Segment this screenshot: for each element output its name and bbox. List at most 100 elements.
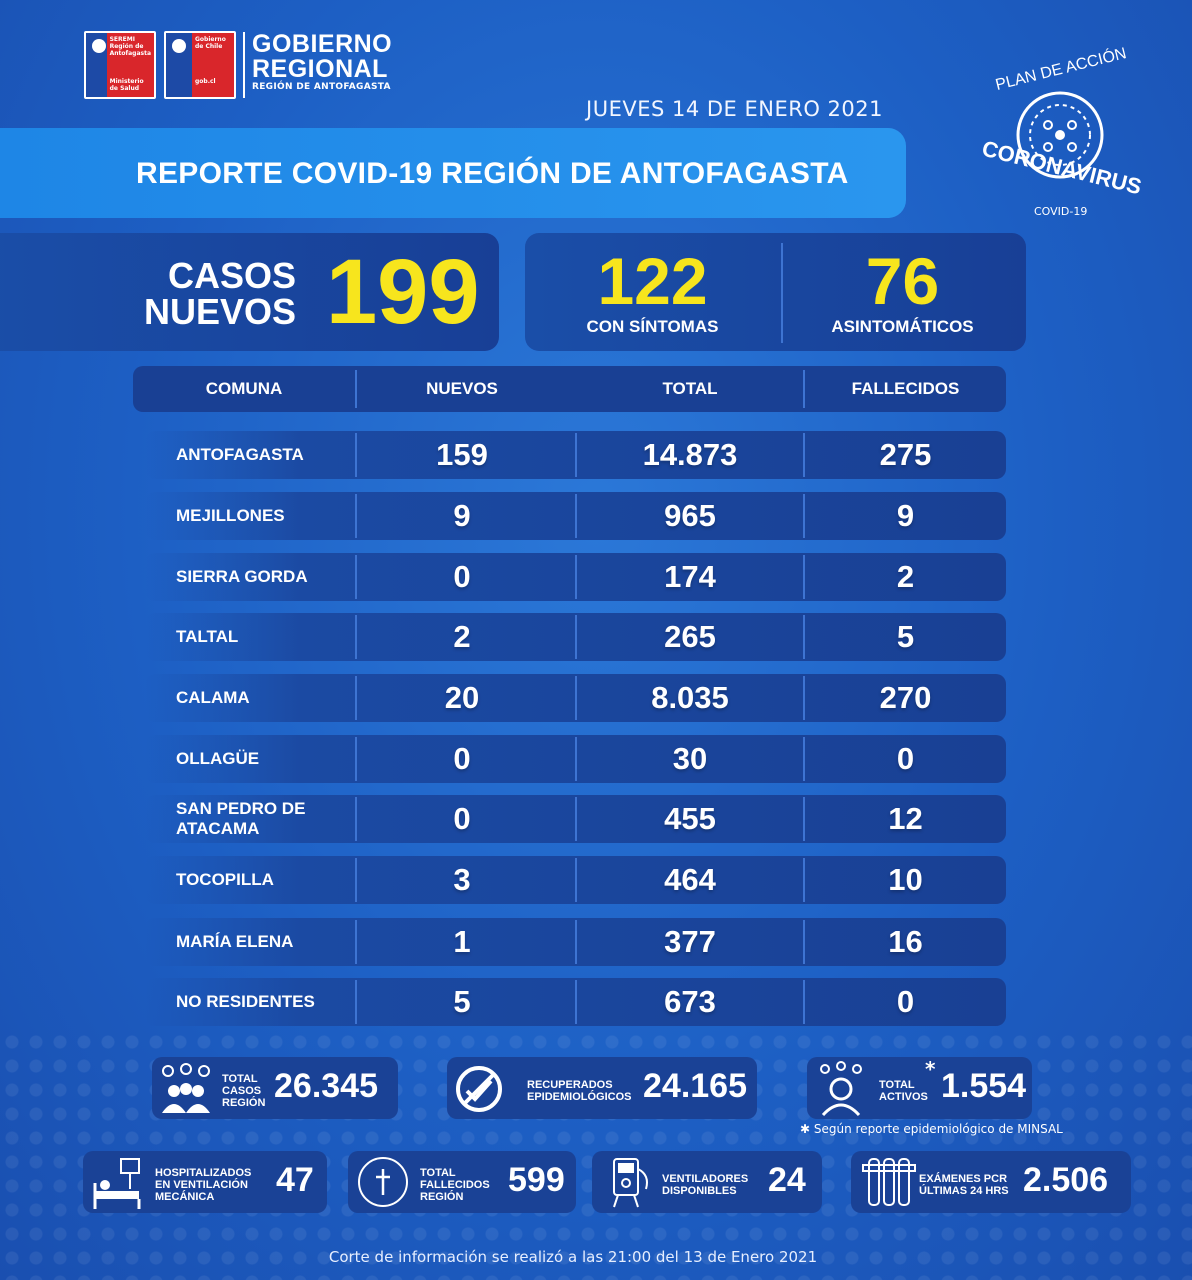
table-row: ANTOFAGASTA 159 14.873 275 xyxy=(145,431,1006,479)
total-cell: 265 xyxy=(664,619,716,654)
activos-value: 1.554 xyxy=(941,1067,1027,1105)
total-cell: 174 xyxy=(664,559,716,594)
comuna-cell: SIERRA GORDA xyxy=(176,567,308,586)
total-cell: 8.035 xyxy=(651,680,729,715)
comuna-cell: SAN PEDRO DE ATACAMA xyxy=(176,799,306,838)
fallecidos-cell: 270 xyxy=(879,680,932,715)
activos-label: TOTAL ACTIVOS xyxy=(879,1079,928,1103)
header-nuevos: NUEVOS xyxy=(426,379,498,398)
table-row: CALAMA 20 8.035 270 xyxy=(145,674,1006,722)
nuevos-cell: 159 xyxy=(436,437,488,472)
ventiladores-card: VENTILADORES DISPONIBLES 24 xyxy=(592,1151,822,1213)
ventiladores-value: 24 xyxy=(768,1161,806,1199)
table-row: MARÍA ELENA 1 377 16 xyxy=(145,918,1006,966)
table-row: SAN PEDRO DE ATACAMA 0 455 12 xyxy=(145,795,1006,843)
header-sep xyxy=(803,370,805,408)
column-divider xyxy=(355,433,357,477)
logo-divider xyxy=(243,32,245,98)
column-divider xyxy=(803,615,805,659)
nuevos-cell: 9 xyxy=(453,498,471,533)
total-casos-card: TOTAL CASOS REGIÓN 26.345 xyxy=(152,1057,398,1119)
casos-nuevos-value: 199 xyxy=(326,241,480,343)
hospitalizados-card: HOSPITALIZADOS EN VENTILACIÓN MECÁNICA 47 xyxy=(83,1151,327,1213)
fallecidos-value: 599 xyxy=(508,1161,565,1199)
fallecidos-cell: 9 xyxy=(896,498,915,533)
fallecidos-card: TOTAL FALLECIDOS REGIÓN 599 xyxy=(348,1151,576,1213)
minsal-note: ✱ Según reporte epidemiológico de MINSAL xyxy=(800,1122,1063,1136)
column-divider xyxy=(575,676,577,720)
hospital-bed-icon xyxy=(93,1158,141,1209)
comuna-cell: OLLAGÜE xyxy=(176,749,260,768)
column-divider xyxy=(575,920,577,964)
recuperados-value: 24.165 xyxy=(643,1067,747,1105)
fallecidos-cell: 275 xyxy=(879,437,932,472)
activos-asterisk: * xyxy=(925,1057,936,1081)
table-row: TALTAL 2 265 5 xyxy=(145,613,1006,661)
seremi-logo: SEREMI Región de Antofagasta Ministerio d… xyxy=(84,31,156,99)
table-row: SIERRA GORDA 0 174 2 xyxy=(145,553,1006,601)
total-casos-value: 26.345 xyxy=(274,1067,378,1105)
column-divider xyxy=(575,615,577,659)
cross-icon xyxy=(358,1157,408,1207)
column-divider xyxy=(355,555,357,599)
sintomas-divider xyxy=(781,243,783,343)
title-bar xyxy=(0,128,906,218)
plan-accion-badge: PLAN DE ACCIÓN CORONAVIRUS COVID-19 xyxy=(980,45,1150,225)
header-sep xyxy=(355,370,357,408)
header-comuna: COMUNA xyxy=(205,379,283,398)
casos-nuevos-box xyxy=(0,233,499,351)
badge-sub-text: COVID-19 xyxy=(1034,205,1088,218)
column-divider xyxy=(355,797,357,841)
gobierno-chile-logo: Gobierno de Chile gob.cl xyxy=(164,31,236,99)
nuevos-cell: 20 xyxy=(444,680,480,715)
examenes-card: EXÁMENES PCR ÚLTIMAS 24 HRS 2.506 xyxy=(851,1151,1131,1213)
column-divider xyxy=(355,494,357,538)
column-divider xyxy=(803,858,805,902)
column-divider xyxy=(803,920,805,964)
column-divider xyxy=(803,433,805,477)
asintomaticos-label: ASINTOMÁTICOS xyxy=(831,317,974,336)
total-cell: 377 xyxy=(664,924,716,959)
gobierno-regional-logo: GOBIERNO REGIONAL REGIÓN DE ANTOFAGASTA xyxy=(252,30,393,93)
ventiladores-label: VENTILADORES DISPONIBLES xyxy=(662,1173,749,1197)
total-cell: 673 xyxy=(664,984,716,1019)
column-divider xyxy=(803,555,805,599)
column-divider xyxy=(803,676,805,720)
activos-card: TOTAL ACTIVOS * 1.554 xyxy=(807,1057,1032,1119)
comuna-cell: TOCOPILLA xyxy=(176,870,274,889)
report-date: JUEVES 14 DE ENERO 2021 xyxy=(586,97,883,121)
total-cell: 30 xyxy=(672,741,708,776)
column-divider xyxy=(803,737,805,781)
fallecidos-cell: 10 xyxy=(888,862,923,897)
table-header: COMUNA NUEVOS TOTAL FALLECIDOS xyxy=(133,366,1006,412)
total-cell: 14.873 xyxy=(642,437,738,472)
total-cell: 455 xyxy=(664,801,716,836)
nuevos-cell: 3 xyxy=(453,862,471,897)
header-total: TOTAL xyxy=(662,379,718,398)
fallecidos-cell: 12 xyxy=(888,801,923,836)
fallecidos-cell: 16 xyxy=(888,924,923,959)
ventilator-icon xyxy=(613,1158,648,1208)
nuevos-cell: 0 xyxy=(453,801,471,836)
asintomaticos-value: 76 xyxy=(865,244,940,318)
column-divider xyxy=(355,737,357,781)
fallecidos-label: TOTAL FALLECIDOS REGIÓN xyxy=(420,1167,490,1203)
comuna-cell: MEJILLONES xyxy=(176,506,285,525)
nuevos-cell: 5 xyxy=(453,984,471,1019)
table-row: OLLAGÜE 0 30 0 xyxy=(145,735,1006,783)
nuevos-cell: 0 xyxy=(453,741,471,776)
comuna-cell: CALAMA xyxy=(176,688,250,707)
recuperados-card: RECUPERADOS EPIDEMIOLÓGICOS 24.165 xyxy=(447,1057,757,1119)
total-cell: 965 xyxy=(664,498,716,533)
fallecidos-cell: 2 xyxy=(896,559,915,594)
nuevos-cell: 0 xyxy=(453,559,471,594)
column-divider xyxy=(575,737,577,781)
con-sintomas-value: 122 xyxy=(597,244,708,318)
column-divider xyxy=(355,676,357,720)
column-divider xyxy=(355,858,357,902)
column-divider xyxy=(575,433,577,477)
comuna-cell: MARÍA ELENA xyxy=(176,932,294,951)
nuevos-cell: 2 xyxy=(453,619,471,654)
hospitalizados-value: 47 xyxy=(276,1161,314,1199)
nuevos-cell: 1 xyxy=(453,924,471,959)
